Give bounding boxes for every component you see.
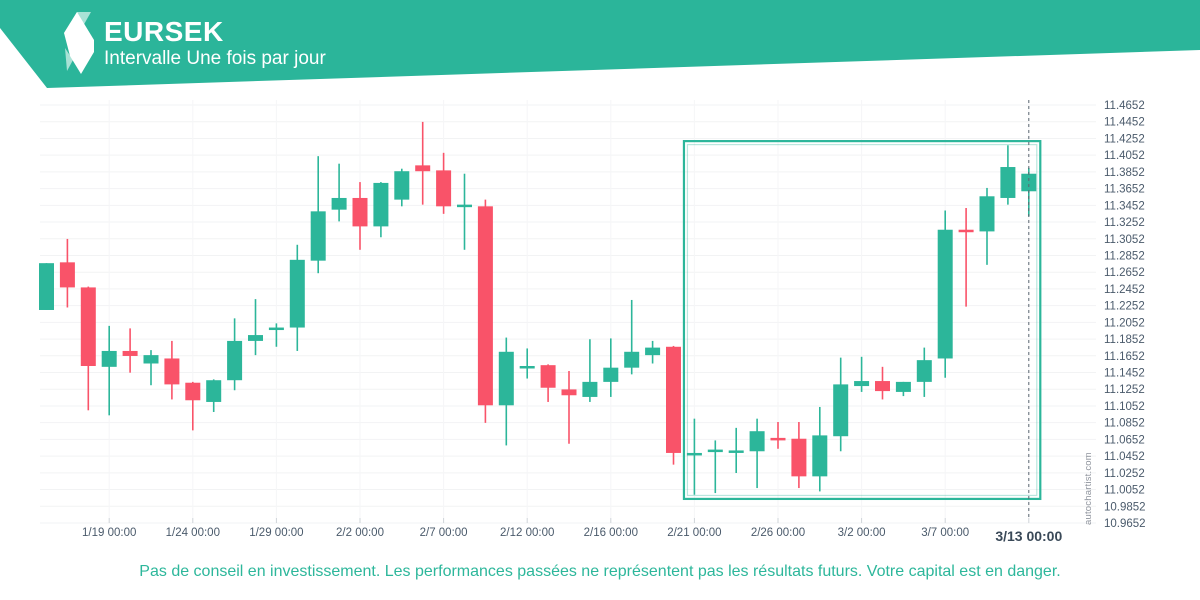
candle-body-up [812, 435, 828, 477]
banner-shape [0, 0, 1200, 88]
x-axis-label: 2/2 00:00 [336, 527, 384, 539]
y-axis-label: 11.1252 [1104, 384, 1145, 396]
candle-body-up [686, 452, 702, 456]
candle-body-down [415, 165, 431, 172]
y-axis-label: 11.1852 [1104, 334, 1145, 346]
y-axis-label: 11.4452 [1104, 117, 1145, 129]
candle-body-down [164, 358, 180, 385]
candle-body-up [206, 380, 222, 402]
y-axis-label: 11.2652 [1104, 267, 1145, 279]
candle-body-up [498, 351, 514, 406]
candle-body-up [39, 263, 54, 310]
candle-body-up [937, 229, 953, 359]
y-axis-label: 11.3052 [1104, 234, 1145, 246]
y-axis-label: 11.3852 [1104, 167, 1145, 179]
y-axis-label: 11.4252 [1104, 133, 1145, 145]
x-axis-label: 2/26 00:00 [751, 527, 805, 539]
candle-body-up [895, 381, 911, 392]
y-axis-label: 10.9652 [1104, 518, 1146, 530]
candle-body-down [436, 170, 452, 207]
candle-body-up [331, 197, 347, 210]
candle-body-up [1021, 173, 1037, 192]
pattern-box [682, 140, 1042, 501]
candle-body-down [477, 206, 493, 406]
candle-body-down [122, 350, 138, 356]
y-axis-label: 11.0852 [1104, 418, 1145, 430]
y-axis-label: 11.2452 [1104, 284, 1145, 296]
x-axis-label: 1/24 00:00 [166, 527, 220, 539]
y-axis-label: 11.2252 [1104, 301, 1145, 313]
candle-body-down [958, 229, 974, 233]
y-axis-label: 11.2852 [1104, 250, 1145, 262]
x-axis-label: 1/29 00:00 [249, 527, 303, 539]
candle-body-up [310, 211, 326, 261]
candle-body-up [603, 367, 619, 382]
candle-body-up [916, 360, 932, 382]
x-axis-label: 2/7 00:00 [420, 527, 468, 539]
y-axis-label: 11.3452 [1104, 200, 1145, 212]
y-axis-label: 11.0252 [1104, 468, 1145, 480]
y-axis-label: 10.9852 [1104, 501, 1146, 513]
candle-body-down [59, 262, 75, 288]
candle-body-up [749, 431, 765, 452]
x-axis-label: 2/12 00:00 [500, 527, 554, 539]
header-banner [0, 0, 1200, 88]
candle-body-up [373, 182, 389, 227]
logo-white-band [64, 12, 94, 74]
y-axis-label: 11.2052 [1104, 317, 1145, 329]
candle-body-up [624, 351, 640, 368]
x-axis-label: 2/16 00:00 [584, 527, 638, 539]
page-title: EURSEK [104, 16, 224, 47]
y-axis-label: 11.1452 [1104, 368, 1145, 380]
candle-body-up [854, 381, 870, 387]
x-axis-label: 3/2 00:00 [838, 527, 886, 539]
watermark: autochartist.com [1083, 452, 1094, 525]
candle-body-up [582, 381, 598, 397]
y-axis-label: 11.1652 [1104, 351, 1145, 363]
y-axis-label: 11.0452 [1104, 451, 1145, 463]
y-axis-label: 11.1052 [1104, 401, 1145, 413]
page-subtitle: Intervalle Une fois par jour [104, 48, 326, 69]
candle-body-up [833, 384, 849, 437]
y-axis-label: 11.4652 [1104, 100, 1145, 112]
candle-body-up [707, 449, 723, 453]
x-axis-label: 1/19 00:00 [82, 527, 136, 539]
x-axis-label: 2/21 00:00 [667, 527, 721, 539]
y-axis-label: 11.0052 [1104, 485, 1145, 497]
candle-body-up [457, 204, 472, 208]
candle-body-down [666, 346, 681, 453]
candle-body-up [1000, 167, 1016, 198]
candle-body-down [80, 287, 96, 366]
candle-body-up [227, 340, 243, 381]
x-axis-label: 3/7 00:00 [921, 527, 969, 539]
pattern-box-inner [686, 144, 1038, 497]
candle-body-up [143, 355, 159, 364]
y-axis-label: 11.0652 [1104, 434, 1145, 446]
brand-logo-icon [64, 12, 94, 74]
logo-pale-bottom [65, 48, 73, 71]
disclaimer-text: Pas de conseil en investissement. Les pe… [139, 563, 1061, 580]
candle-body-up [728, 450, 744, 453]
candle-body-down [770, 437, 786, 441]
candle-body-up [979, 196, 995, 232]
y-axis-label: 11.3652 [1104, 184, 1145, 196]
candle-body-down [561, 389, 577, 396]
candle-body-down [791, 438, 807, 477]
candle-body-down [875, 381, 890, 392]
candle-body-down [352, 197, 368, 227]
candle-body-up [289, 259, 305, 328]
candle-body-down [540, 365, 556, 388]
candle-body-up [394, 171, 410, 200]
candle-body-up [519, 365, 535, 369]
y-axis-label: 11.4052 [1104, 150, 1145, 162]
x-axis-label-current: 3/13 00:00 [995, 528, 1062, 544]
candle-body-down [185, 382, 201, 401]
candle-body-up [268, 327, 284, 331]
candle-body-up [101, 350, 117, 367]
y-axis-label: 11.3252 [1104, 217, 1145, 229]
candle-body-up [645, 347, 661, 356]
candle-body-up [248, 335, 263, 341]
